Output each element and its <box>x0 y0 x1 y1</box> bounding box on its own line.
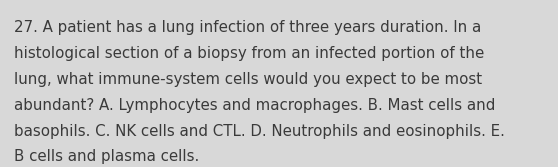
Text: abundant? A. Lymphocytes and macrophages. B. Mast cells and: abundant? A. Lymphocytes and macrophages… <box>14 98 496 113</box>
Text: histological section of a biopsy from an infected portion of the: histological section of a biopsy from an… <box>14 46 484 61</box>
Text: B cells and plasma cells.: B cells and plasma cells. <box>14 149 199 164</box>
Text: basophils. C. NK cells and CTL. D. Neutrophils and eosinophils. E.: basophils. C. NK cells and CTL. D. Neutr… <box>14 124 505 139</box>
Text: lung, what immune-system cells would you expect to be most: lung, what immune-system cells would you… <box>14 72 482 87</box>
Text: 27. A patient has a lung infection of three years duration. In a: 27. A patient has a lung infection of th… <box>14 20 481 35</box>
